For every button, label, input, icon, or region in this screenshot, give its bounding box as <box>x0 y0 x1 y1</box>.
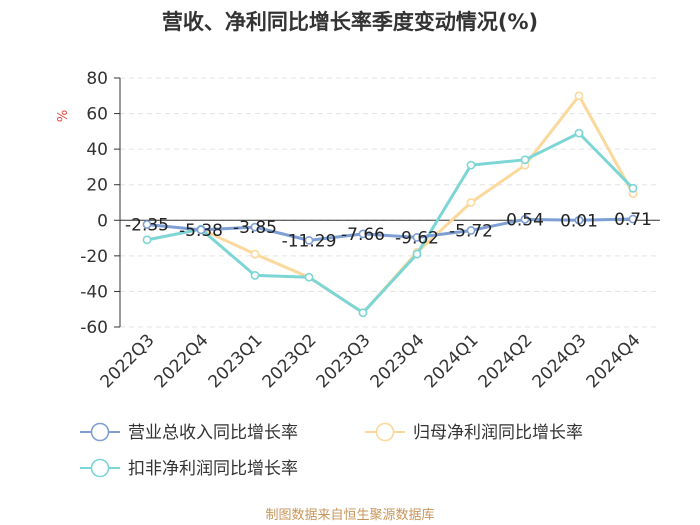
legend-swatch-marker <box>90 422 110 442</box>
data-point <box>196 225 206 235</box>
legend-label: 归母净利润同比增长率 <box>413 423 583 443</box>
y-tick-label: 40 <box>86 140 108 160</box>
data-point <box>304 235 314 245</box>
data-point <box>250 222 260 232</box>
x-tick-label: 2023Q4 <box>367 330 429 392</box>
y-unit-label: % <box>56 110 71 122</box>
data-label: 0.71 <box>614 210 652 230</box>
data-point <box>574 91 584 101</box>
y-tick-label: 60 <box>86 105 108 125</box>
data-point <box>250 271 260 280</box>
x-tick-label: 2023Q2 <box>259 330 321 392</box>
data-point <box>358 308 368 318</box>
legend-label: 营业总收入同比增长率 <box>128 423 298 443</box>
series-group <box>142 91 638 318</box>
data-label: 0.54 <box>506 210 544 230</box>
data-point <box>466 198 476 207</box>
data-point <box>142 220 152 229</box>
data-point <box>412 249 422 259</box>
series-line <box>145 94 635 315</box>
data-point <box>520 155 530 165</box>
data-label: 0.01 <box>560 211 598 231</box>
x-tick-label: 2024Q1 <box>421 330 483 392</box>
data-point <box>520 214 530 224</box>
data-label: -11.29 <box>282 231 337 251</box>
grid <box>120 77 660 328</box>
data-point <box>574 215 584 225</box>
data-point <box>412 232 422 242</box>
data-label: -9.62 <box>395 228 439 248</box>
x-tick-label: 2024Q2 <box>475 330 537 392</box>
x-tick-label: 2024Q4 <box>583 330 645 392</box>
x-tick-label: 2023Q1 <box>205 330 267 392</box>
data-point <box>574 128 584 138</box>
y-tick-label: 80 <box>86 69 108 89</box>
data-label: -2.35 <box>125 215 169 235</box>
data-point <box>250 249 260 259</box>
data-label: -3.85 <box>233 218 277 238</box>
y-tick-label: -40 <box>80 282 108 302</box>
y-tick-label: -20 <box>80 247 108 267</box>
x-tick-label: 2022Q3 <box>97 330 159 392</box>
series-line <box>145 131 635 315</box>
data-point <box>358 229 368 239</box>
data-point <box>304 272 314 282</box>
y-tick-label: -60 <box>80 318 108 338</box>
x-tick-label: 2024Q3 <box>529 330 591 392</box>
legend-label: 扣非净利润同比增长率 <box>128 459 298 479</box>
data-point <box>466 160 476 170</box>
data-labels: -2.35 -5.38 -3.85-11.29 -7.66 -9.62 -5.72 0.54… <box>125 210 652 251</box>
data-point <box>142 235 152 245</box>
y-tick-label: 0 <box>97 211 108 231</box>
data-point <box>628 214 638 224</box>
y-tick-label: 20 <box>86 176 108 196</box>
data-label: -7.66 <box>341 225 385 245</box>
x-tick-label: 2022Q4 <box>151 330 213 392</box>
legend-swatch-marker <box>375 422 395 442</box>
source-note: 制图数据来自恒生聚源数据库 <box>265 507 434 523</box>
legend-swatch-marker <box>90 458 110 478</box>
data-point <box>466 226 476 235</box>
x-tick-label: 2023Q3 <box>313 330 375 392</box>
data-point <box>628 183 638 193</box>
chart-title: 营收、净利同比增长率季度变动情况(%) <box>162 10 538 34</box>
data-label: -5.72 <box>449 221 493 241</box>
data-label: -5.38 <box>179 221 223 241</box>
series-line <box>145 217 635 242</box>
